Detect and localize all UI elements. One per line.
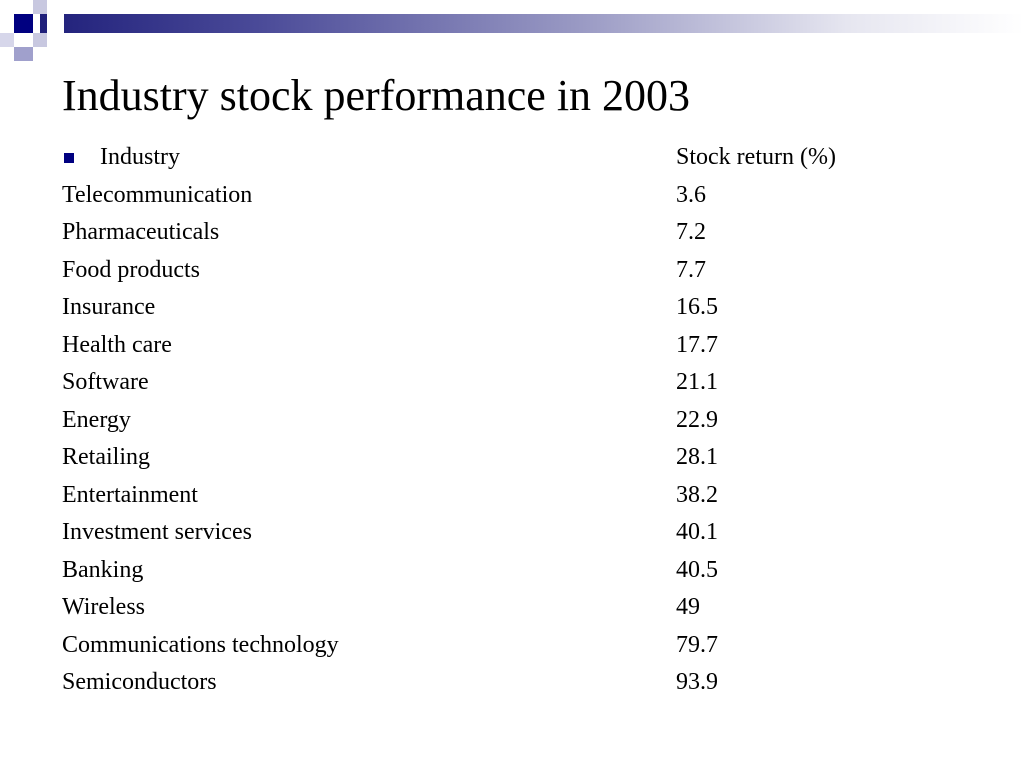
table-header-row: Industry Stock return (%) [62,139,962,177]
industry-name: Software [62,369,149,395]
industry-name: Food products [62,256,200,283]
table-row: Health care 17.7 [62,327,962,365]
decorative-square [33,33,47,47]
decorative-square [14,14,33,33]
industry-name: Insurance [62,294,156,320]
industry-name: Health care [62,331,172,358]
industry-name: Telecommunication [62,181,253,208]
industry-name: Entertainment [62,481,198,508]
table-row: Pharmaceuticals 7.2 [62,214,962,252]
industry-name: Investment services [62,519,252,545]
table-row: Entertainment 38.2 [62,477,962,515]
table-row: Communications technology 79.7 [62,627,962,665]
decorative-square [33,0,47,14]
industry-returns-table: Industry Stock return (%) Telecommunicat… [62,139,962,702]
decorative-square [47,14,64,33]
table-row: Banking 40.5 [62,552,962,590]
decorative-square [0,33,14,47]
industry-name: Retailing [62,444,150,470]
industry-name: Energy [62,406,131,433]
table-row: Telecommunication 3.6 [62,177,962,215]
table-row: Food products 7.7 [62,252,962,290]
table-row: Semiconductors 93.9 [62,664,962,702]
industry-name: Semiconductors [62,669,217,695]
stock-return-value: 21.1 [676,369,718,395]
industry-name: Banking [62,556,144,583]
table-row: Retailing 28.1 [62,439,962,477]
stock-return-value: 40.1 [676,519,718,545]
decorative-square [14,47,33,61]
gradient-band [40,14,1024,33]
decorative-header-band [0,0,1024,64]
stock-return-value: 22.9 [676,406,718,433]
industry-column-header: Industry [100,144,180,170]
stock-return-value: 17.7 [676,331,718,358]
stock-return-value: 7.7 [676,256,706,283]
table-row: Energy 22.9 [62,402,962,440]
table-row: Investment services 40.1 [62,514,962,552]
square-bullet-icon [64,153,74,163]
stock-return-value: 93.9 [676,669,718,695]
industry-name: Communications technology [62,631,339,658]
stock-return-value: 79.7 [676,631,718,658]
stock-return-value: 3.6 [676,181,706,208]
table-row: Insurance 16.5 [62,289,962,327]
return-column-header: Stock return (%) [676,144,836,170]
stock-return-value: 40.5 [676,556,718,583]
industry-name: Pharmaceuticals [62,219,220,245]
table-row: Software 21.1 [62,364,962,402]
stock-return-value: 49 [676,594,700,620]
table-body: Telecommunication 3.6 Pharmaceuticals 7.2 Fo… [62,177,962,702]
slide-title: Industry stock performance in 2003 [62,71,691,120]
industry-name: Wireless [62,594,146,620]
stock-return-value: 16.5 [676,294,718,320]
decorative-square [47,0,64,14]
stock-return-value: 28.1 [676,444,718,470]
table-row: Wireless 49 [62,589,962,627]
stock-return-value: 38.2 [676,481,718,508]
stock-return-value: 7.2 [676,219,706,245]
